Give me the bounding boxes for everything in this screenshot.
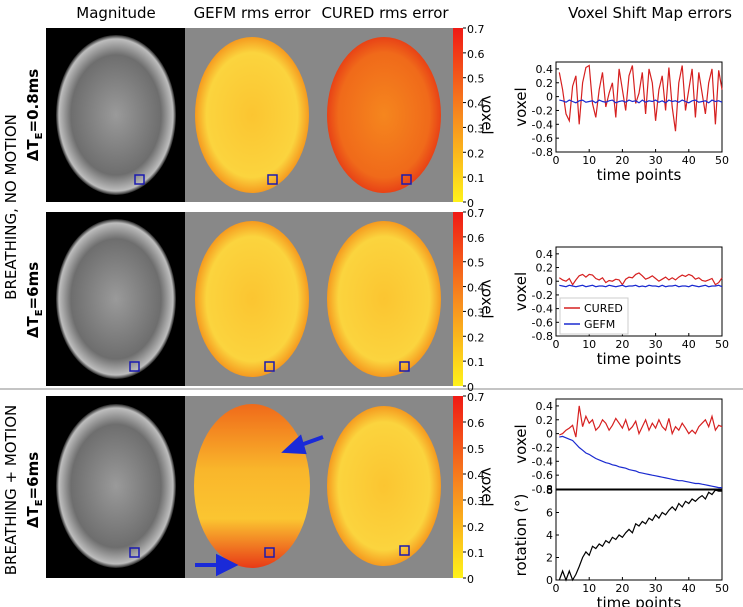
y-axis-label: voxel xyxy=(512,272,530,311)
delta: ΔT xyxy=(24,506,42,529)
y-tick-label: 0 xyxy=(546,275,553,288)
colorbar xyxy=(453,212,463,386)
y-tick-label: 2 xyxy=(546,552,553,565)
y-tick-label: 8 xyxy=(546,484,553,497)
row-label: ΔTE=6ms xyxy=(24,262,45,338)
y-tick-label: 0.4 xyxy=(536,400,554,413)
colorbar-label: voxel xyxy=(478,279,496,318)
y-tick-label: -0.8 xyxy=(532,330,553,343)
colorbar-label: voxel xyxy=(478,467,496,506)
x-tick-label: 50 xyxy=(715,338,729,351)
row-labels: BREATHING, NO MOTION BREATHING + MOTION … xyxy=(2,69,45,575)
brain xyxy=(195,37,309,193)
y-tick-label: -0.6 xyxy=(532,316,553,329)
rest: =0.8ms xyxy=(24,69,42,133)
y-tick-label: -0.4 xyxy=(532,455,553,468)
y-tick-label: -0.4 xyxy=(532,303,553,316)
delta: ΔT xyxy=(24,316,42,339)
colorbar xyxy=(453,28,463,202)
y-tick-label: 0.2 xyxy=(536,262,554,275)
colorbar-tick-label: 0.1 xyxy=(467,356,485,369)
column-header: Magnitude xyxy=(76,4,155,22)
y-tick-label: -0.4 xyxy=(532,118,553,131)
y-tick-label: 0.2 xyxy=(536,77,554,90)
brain xyxy=(56,219,176,379)
colorbar-tick-label: 0.1 xyxy=(467,547,485,560)
delta: ΔT xyxy=(24,139,42,162)
brain xyxy=(194,404,310,568)
y-tick-label: -0.2 xyxy=(532,441,553,454)
brain xyxy=(195,221,309,377)
colorbar xyxy=(453,396,463,578)
y-tick-label: 0.4 xyxy=(536,248,554,261)
row-label: ΔTE=0.8ms xyxy=(24,69,45,161)
y-axis-label: voxel xyxy=(512,87,530,126)
brain xyxy=(56,35,176,195)
y-tick-label: 0.4 xyxy=(536,63,554,76)
headers: Magnitude GEFM rms error CURED rms error… xyxy=(76,4,732,22)
colorbar-tick-label: 0.2 xyxy=(467,147,485,160)
rest: =6ms xyxy=(24,262,42,310)
colorbar-tick-label: 0.2 xyxy=(467,331,485,344)
colorbar-tick-label: 0 xyxy=(467,573,474,586)
colorbar-tick-label: 0.6 xyxy=(467,48,485,61)
colorbar-tick-label: 0.5 xyxy=(467,73,485,86)
y-tick-label: -0.6 xyxy=(532,132,553,145)
group-label: BREATHING + MOTION xyxy=(2,405,20,575)
legend-label: CURED xyxy=(584,302,623,315)
x-tick-label: 10 xyxy=(582,338,596,351)
colorbar-tick-label: 0.6 xyxy=(467,232,485,245)
y-tick-label: 4 xyxy=(546,529,553,542)
y-axis-label: voxel xyxy=(512,424,530,463)
x-tick-label: 40 xyxy=(682,582,696,595)
column-header: CURED rms error xyxy=(321,4,449,22)
row-label: ΔTE=6ms xyxy=(24,452,45,528)
column-header: Voxel Shift Map errors xyxy=(568,4,732,22)
x-tick-label: 10 xyxy=(582,154,596,167)
y-tick-label: -0.6 xyxy=(532,469,553,482)
x-tick-label: 0 xyxy=(553,338,560,351)
colorbar-tick-label: 0.6 xyxy=(467,417,485,430)
x-tick-label: 40 xyxy=(682,154,696,167)
y-tick-label: 0 xyxy=(546,91,553,104)
y-tick-label: -0.2 xyxy=(532,289,553,302)
y-tick-label: 6 xyxy=(546,507,553,520)
plot-frame xyxy=(556,490,722,580)
colorbar-label: voxel xyxy=(478,95,496,134)
x-tick-label: 50 xyxy=(715,154,729,167)
x-axis-label: time points xyxy=(597,350,682,368)
rest: =6ms xyxy=(24,452,42,500)
colorbar-tick-label: 0.5 xyxy=(467,257,485,270)
legend-label: GEFM xyxy=(584,318,615,331)
colorbar-tick-label: 0.7 xyxy=(467,23,485,36)
x-tick-label: 40 xyxy=(682,338,696,351)
colorbar-tick-label: 0.1 xyxy=(467,172,485,185)
colorbar-tick-label: 0.5 xyxy=(467,443,485,456)
brain xyxy=(327,37,441,193)
image-panels xyxy=(46,28,453,578)
x-tick-label: 50 xyxy=(715,582,729,595)
y-axis-label: rotation (°) xyxy=(512,494,530,577)
brain xyxy=(327,406,441,566)
x-tick-label: 10 xyxy=(582,582,596,595)
brain xyxy=(327,221,441,377)
x-tick-label: 0 xyxy=(553,154,560,167)
brain xyxy=(56,404,176,568)
plot-frame xyxy=(556,399,722,489)
column-header: GEFM rms error xyxy=(194,4,312,22)
y-tick-label: 0 xyxy=(546,428,553,441)
group-label: BREATHING, NO MOTION xyxy=(2,114,20,300)
y-tick-label: -0.2 xyxy=(532,104,553,117)
colorbar-tick-label: 0.7 xyxy=(467,391,485,404)
y-tick-label: 0.2 xyxy=(536,414,554,427)
colorbar-tick-label: 0.2 xyxy=(467,521,485,534)
x-axis-label: time points xyxy=(597,166,682,184)
colorbar-tick-label: 0.7 xyxy=(467,207,485,220)
x-tick-label: 0 xyxy=(553,582,560,595)
x-axis-label: time points xyxy=(597,594,682,607)
figure: Magnitude GEFM rms error CURED rms error… xyxy=(0,0,743,607)
y-tick-label: -0.8 xyxy=(532,146,553,159)
